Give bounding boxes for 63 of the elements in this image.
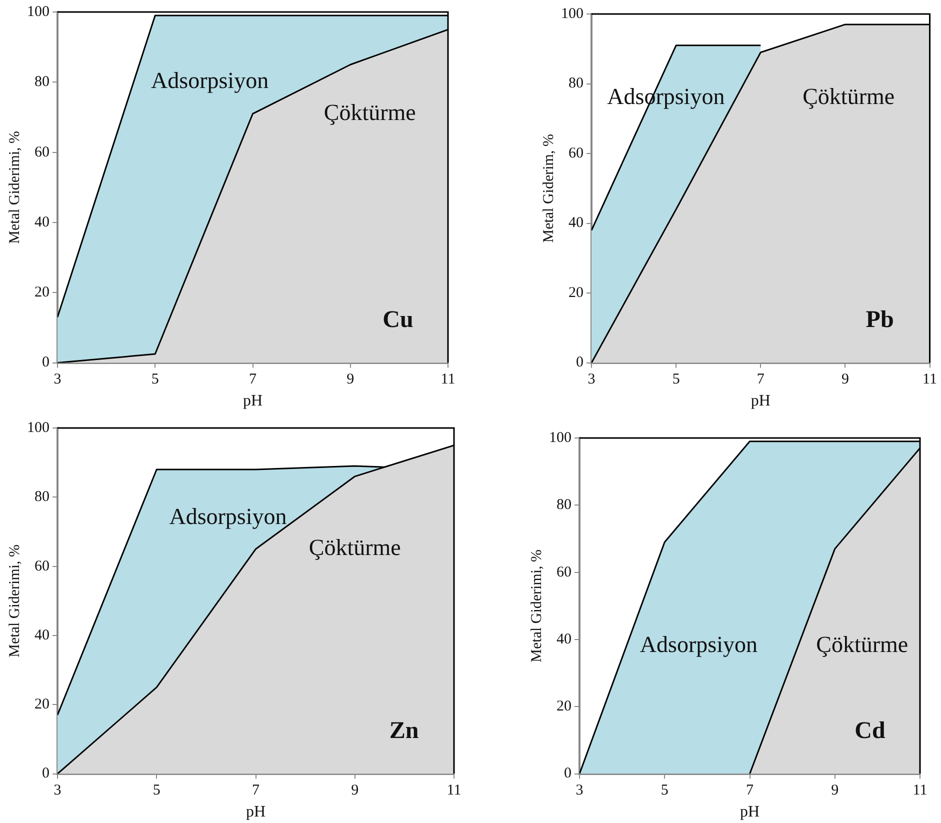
- y-tick-label: 0: [42, 766, 50, 782]
- y-tick-label: 0: [42, 354, 50, 371]
- y-tick-label: 60: [556, 564, 572, 580]
- y-tick-label: 40: [34, 214, 50, 230]
- annotation: Çöktürme: [802, 84, 895, 109]
- x-tick-label: 3: [576, 782, 584, 799]
- x-axis-title: pH: [246, 804, 266, 821]
- x-tick-label: 5: [672, 372, 680, 388]
- y-tick-label: 20: [34, 696, 50, 713]
- y-tick-label: 60: [34, 144, 50, 160]
- x-tick-label: 3: [588, 372, 596, 388]
- y-tick-label: 100: [27, 4, 50, 20]
- x-tick-label: 9: [351, 782, 359, 799]
- x-axis-title: pH: [750, 392, 771, 410]
- x-tick-label: 11: [446, 782, 462, 799]
- x-tick-label: 11: [440, 372, 456, 388]
- text: Cd: [854, 718, 886, 744]
- annotation: Çöktürme: [308, 535, 401, 560]
- annotation: Çöktürme: [816, 632, 908, 658]
- x-tick-label: 9: [841, 372, 849, 388]
- y-tick-label: 20: [556, 698, 572, 715]
- x-tick-label: 7: [252, 782, 260, 799]
- y-tick-label: 40: [34, 627, 50, 644]
- x-tick-label: 7: [756, 372, 765, 388]
- y-tick-label: 60: [34, 558, 50, 574]
- annotation: Çöktürme: [324, 100, 416, 125]
- y-tick-label: 80: [34, 489, 50, 506]
- y-tick-label: 40: [568, 215, 584, 232]
- y-tick-label: 0: [576, 354, 584, 371]
- y-tick-label: 20: [568, 284, 584, 301]
- x-tick-label: 5: [151, 372, 159, 388]
- y-tick-label: 20: [34, 284, 50, 301]
- y-tick-label: 40: [556, 631, 572, 648]
- y-tick-label: 100: [27, 420, 50, 436]
- y-axis-title: Metal Giderimi, %: [6, 130, 23, 244]
- y-axis-title: Metal Giderim, %: [540, 134, 557, 243]
- annotation: Adsorpsiyon: [169, 504, 288, 529]
- x-tick-label: 3: [54, 372, 62, 388]
- y-tick-label: 80: [556, 497, 572, 514]
- x-axis-title: pH: [740, 804, 760, 821]
- text: Cu: [382, 307, 414, 334]
- x-tick-label: 5: [660, 782, 668, 799]
- text: Zn: [389, 718, 419, 744]
- x-tick-label: 7: [249, 372, 257, 388]
- y-tick-label: 0: [564, 766, 572, 782]
- x-axis-title: pH: [242, 392, 263, 410]
- y-axis-title: Metal Giderimi, %: [528, 549, 545, 662]
- y-tick-label: 60: [568, 145, 584, 162]
- x-tick-label: 9: [346, 372, 354, 388]
- x-tick-label: 5: [152, 782, 160, 799]
- x-tick-label: 11: [912, 782, 928, 799]
- x-tick-label: 7: [746, 782, 754, 799]
- x-tick-label: 9: [831, 782, 839, 799]
- y-tick-label: 100: [561, 6, 584, 22]
- text: Pb: [866, 307, 894, 334]
- y-tick-label: 80: [568, 76, 584, 92]
- annotation: Adsorpsiyon: [151, 68, 270, 94]
- y-axis-title: Metal Giderimi, %: [6, 544, 23, 658]
- y-tick-label: 80: [34, 74, 50, 90]
- x-tick-label: 3: [54, 782, 62, 799]
- y-tick-label: 100: [549, 430, 572, 446]
- x-tick-label: 11: [922, 372, 938, 388]
- annotation: Adsorpsiyon: [640, 632, 758, 658]
